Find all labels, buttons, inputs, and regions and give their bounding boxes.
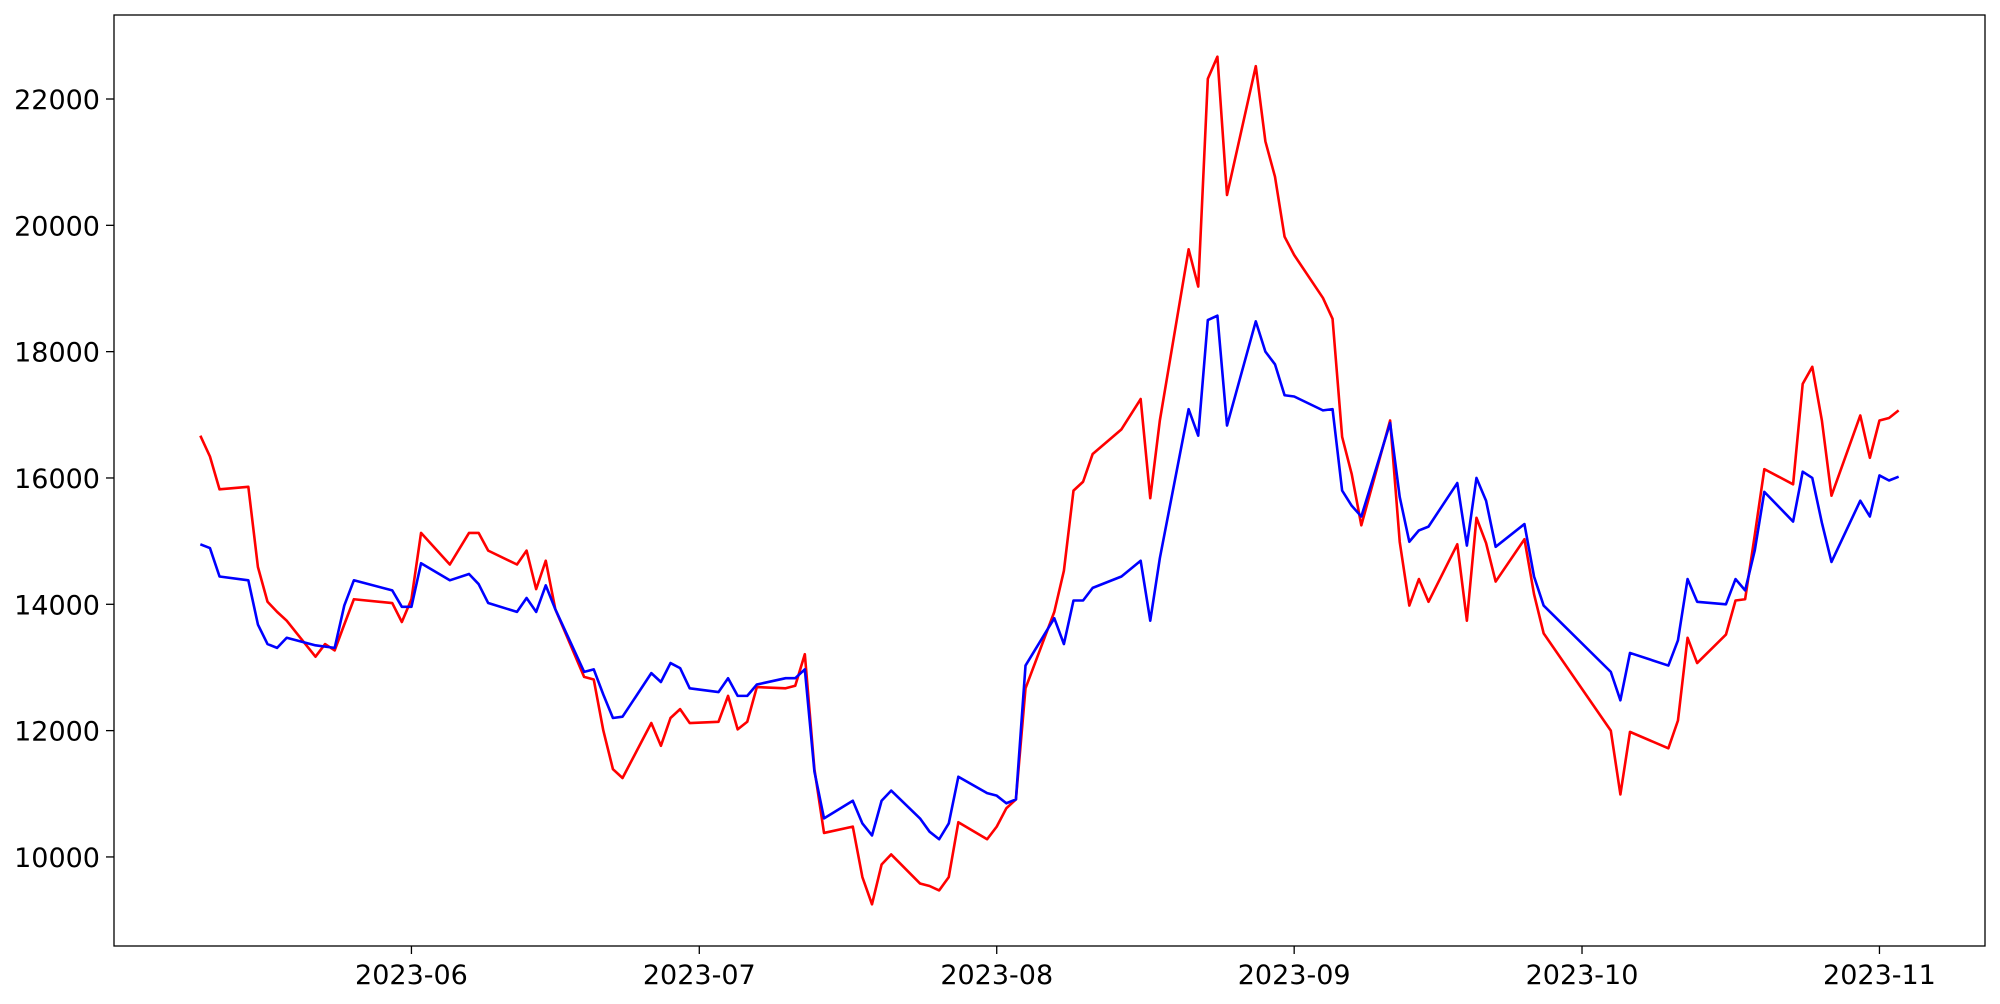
x-tick-label: 2023-11 [1823,960,1936,991]
plot-frame [113,14,1986,947]
x-tick-label: 2023-08 [940,960,1053,991]
y-tick-label: 12000 [14,717,100,748]
line-series [199,314,1900,841]
y-tick-label: 10000 [14,843,100,874]
y-tick-label: 20000 [14,211,100,242]
y-tick-label: 16000 [14,464,100,495]
x-tick-label: 2023-06 [355,960,468,991]
y-tick-label: 18000 [14,338,100,369]
x-tick-label: 2023-09 [1238,960,1351,991]
y-tick-label: 22000 [14,85,100,116]
x-tick-label: 2023-10 [1526,960,1639,991]
line-series [199,55,1900,906]
x-tick-label: 2023-07 [643,960,756,991]
y-tick-label: 14000 [14,590,100,621]
